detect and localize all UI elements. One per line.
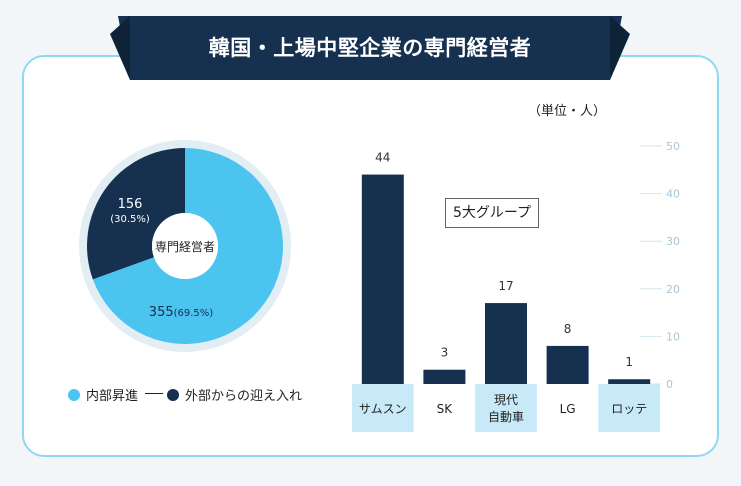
- legend-divider: [145, 393, 163, 394]
- title-banner: [110, 16, 630, 80]
- legend-external-label: 外部からの迎え入れ: [185, 389, 303, 404]
- unit-label: （単位・人）: [528, 104, 607, 119]
- legend-internal-label: 内部昇進: [86, 389, 139, 404]
- chart-title: 韓国・上場中堅企業の専門経営者: [208, 36, 532, 60]
- group-callout: 5大グループ: [445, 198, 539, 228]
- legend-internal-swatch: [68, 388, 80, 401]
- legend-external-swatch: [167, 388, 179, 401]
- legend-external: 外部からの迎え入れ: [167, 385, 302, 404]
- legend-internal: 内部昇進: [68, 385, 138, 404]
